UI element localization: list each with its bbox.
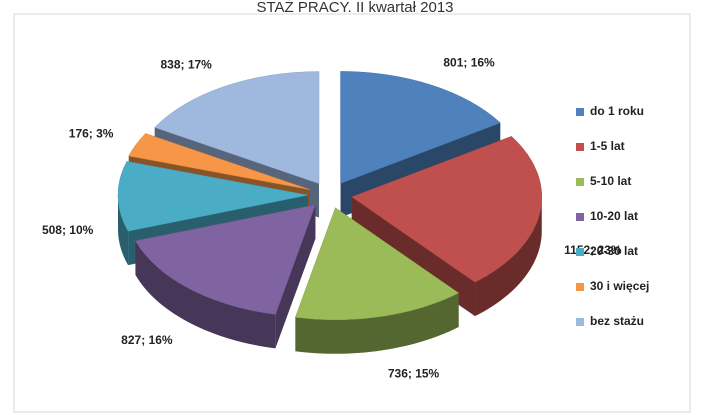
data-label: 176; 3% [69,127,114,141]
legend-swatch [576,143,584,151]
slice-top [295,207,460,321]
data-label: 838; 17% [160,57,212,71]
legend-label: 30 i więcej [590,279,649,293]
legend-swatch [576,318,584,326]
slice-top [117,161,309,232]
data-label: 827; 16% [121,333,173,347]
slice-side [118,195,129,266]
legend-label: 20-30 lat [590,244,638,258]
slice [295,207,460,354]
slice [135,204,316,349]
legend-swatch [576,283,584,291]
slice-top [128,133,310,190]
legend-label: 10-20 lat [590,209,638,223]
legend-label: bez stażu [590,314,644,328]
legend-swatch [576,108,584,116]
legend-label: 5-10 lat [590,174,631,188]
slice-top [154,71,320,184]
legend-swatch [576,248,584,256]
slice-top [351,136,542,283]
slice-side [295,293,459,354]
legend-label: do 1 roku [590,104,644,118]
slice-top [135,204,316,315]
slice-side [475,196,542,317]
slice-top [340,71,501,184]
data-label: 801; 16% [443,56,495,70]
slice-side [135,240,276,349]
chart-title: STAŻ PRACY. II kwartał 2013 [256,0,453,16]
legend-swatch [576,213,584,221]
legend-swatch [576,178,584,186]
data-label: 508; 10% [42,223,94,237]
legend-label: 1-5 lat [590,139,625,153]
data-label: 736; 15% [388,366,440,380]
